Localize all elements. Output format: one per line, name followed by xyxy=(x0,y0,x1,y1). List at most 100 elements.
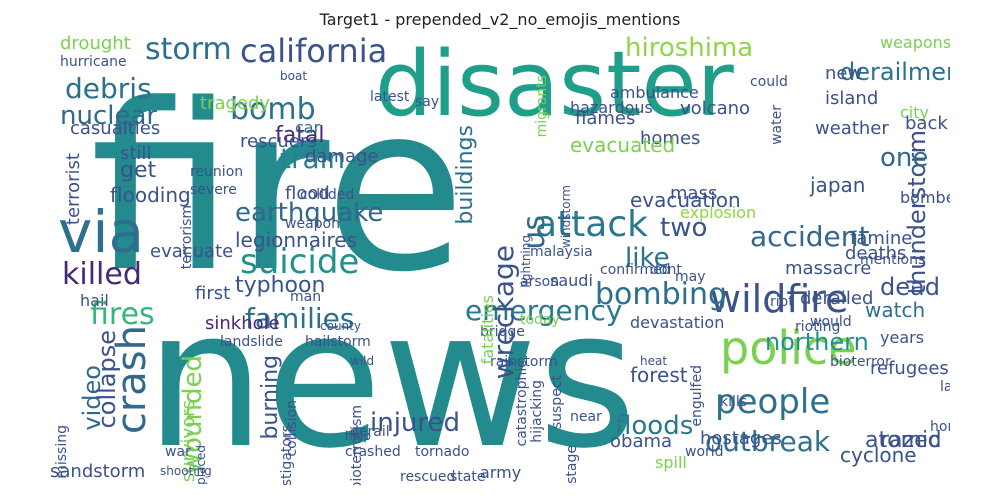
word-suspect: suspect xyxy=(549,375,565,430)
word-boat: boat xyxy=(280,69,308,83)
word-riot: riot xyxy=(770,294,794,310)
word-evacuated: evacuated xyxy=(570,133,676,157)
word-windstorm: windstorm xyxy=(559,185,573,249)
word-rescued: rescued xyxy=(400,469,456,485)
word-derailed: derailed xyxy=(800,288,874,309)
word-cyclone: cyclone xyxy=(840,443,917,467)
word-california: california xyxy=(240,35,388,70)
word-flooding: flooding xyxy=(110,183,191,207)
word-flood: flood xyxy=(285,183,330,204)
word-home: home xyxy=(930,419,950,435)
word-killed: killed xyxy=(62,257,142,292)
word-years: years xyxy=(880,328,925,347)
word-evacuate: evacuate xyxy=(150,241,234,262)
word-bomber: bomber xyxy=(900,188,950,207)
word-evacuation: evacuation xyxy=(630,188,741,212)
word-nuclear: nuclear xyxy=(60,101,158,131)
word-army: army xyxy=(480,463,522,482)
word-volcano: volcano xyxy=(680,98,751,119)
word-lightning: lightning xyxy=(519,235,533,288)
word-legionnaires: legionnaires xyxy=(235,228,358,252)
word-catastrophic: catastrophic xyxy=(514,360,530,447)
word-man: man xyxy=(290,289,322,305)
word-help: help xyxy=(345,429,371,443)
word-razed: razed xyxy=(880,428,942,453)
word-crashed: crashed xyxy=(345,444,401,460)
word-sinkhole: sinkhole xyxy=(205,313,280,334)
word-state: state xyxy=(450,469,486,485)
word-disaster: disaster xyxy=(375,35,734,137)
word-typhoon: typhoon xyxy=(235,273,326,298)
word-flames: flames xyxy=(575,108,636,129)
word-shooting: shooting xyxy=(160,464,212,478)
word-new: new xyxy=(825,63,863,84)
word-earthquake: earthquake xyxy=(235,198,384,228)
word-floods: floods xyxy=(615,411,694,441)
word-accident: accident xyxy=(750,220,870,253)
word-mass: mass xyxy=(670,183,718,204)
word-one: one xyxy=(880,143,929,173)
word-get: get xyxy=(120,158,157,183)
word-attack: attack xyxy=(535,204,648,245)
word-wild: wild xyxy=(350,354,375,368)
word-near: near xyxy=(570,409,602,425)
word-hazardous: hazardous xyxy=(570,98,653,117)
word-derailment: derailment xyxy=(840,58,950,86)
word-terrorism: terrorism xyxy=(179,205,195,270)
word-still: still xyxy=(120,143,152,164)
word-deaths: deaths xyxy=(845,243,907,264)
word-ambulance: ambulance xyxy=(610,83,699,102)
word-rainstorm: rainstorm xyxy=(490,354,558,370)
word-emergency: emergency xyxy=(465,294,623,327)
word-reunion: reunion xyxy=(190,164,244,180)
word-homes: homes xyxy=(640,128,701,149)
word-debris: debris xyxy=(65,72,152,105)
word-could: could xyxy=(750,74,788,90)
word-hailstorm: hailstorm xyxy=(305,334,371,350)
word-dont: dont xyxy=(650,262,682,278)
word-spill: spill xyxy=(655,453,687,472)
word-hiroshima: hiroshima xyxy=(625,35,754,63)
word-engulfed: engulfed xyxy=(689,365,705,427)
word-city: city xyxy=(900,103,929,122)
word-wildfire: wildfire xyxy=(710,277,849,321)
word-migrants: migrants xyxy=(534,75,550,138)
word-like: like xyxy=(625,243,670,273)
word-dead: dead xyxy=(880,273,940,301)
word-hostage: hostage xyxy=(564,445,580,485)
word-weapon: weapon xyxy=(285,216,340,232)
word-via: via xyxy=(58,198,144,266)
word-severe: severe xyxy=(190,182,237,198)
word-sandstorm: sandstorm xyxy=(50,461,146,482)
word-landslide: landslide xyxy=(220,334,283,350)
word-would: would xyxy=(810,314,852,330)
word-island: island xyxy=(825,88,879,109)
word-news: news xyxy=(145,269,637,485)
word-watch: watch xyxy=(865,298,926,322)
word-arson: arson xyxy=(520,274,560,290)
word-massacre: massacre xyxy=(785,258,872,279)
word-latest: latest xyxy=(370,89,410,105)
word-forest: forest xyxy=(630,363,688,387)
word-atomic: atomic xyxy=(865,428,941,453)
word-injured: injured xyxy=(370,408,461,438)
word-malaysia: malaysia xyxy=(530,244,593,260)
word-casualties: casualties xyxy=(70,118,161,139)
word-collided: collided xyxy=(300,187,355,203)
word-first: first xyxy=(195,283,231,304)
word-bridge: bridge xyxy=(480,324,525,340)
word-may: may xyxy=(675,269,706,285)
word-confirmed: confirmed xyxy=(600,262,671,278)
word-tragedy: tragedy xyxy=(200,93,271,114)
word-obama: obama xyxy=(610,431,673,452)
word-car: car xyxy=(295,118,321,137)
word-hurricane: hurricane xyxy=(60,54,127,70)
word-japan: japan xyxy=(810,173,866,197)
word-war: war xyxy=(165,444,191,460)
word-weather: weather xyxy=(815,118,889,139)
word-tornado: tornado xyxy=(415,444,470,460)
word-suicide: suicide xyxy=(240,242,360,282)
word-bioterrorism: bioterrorism xyxy=(349,405,365,485)
word-say: say xyxy=(415,94,440,110)
word-storm: storm xyxy=(145,35,232,67)
